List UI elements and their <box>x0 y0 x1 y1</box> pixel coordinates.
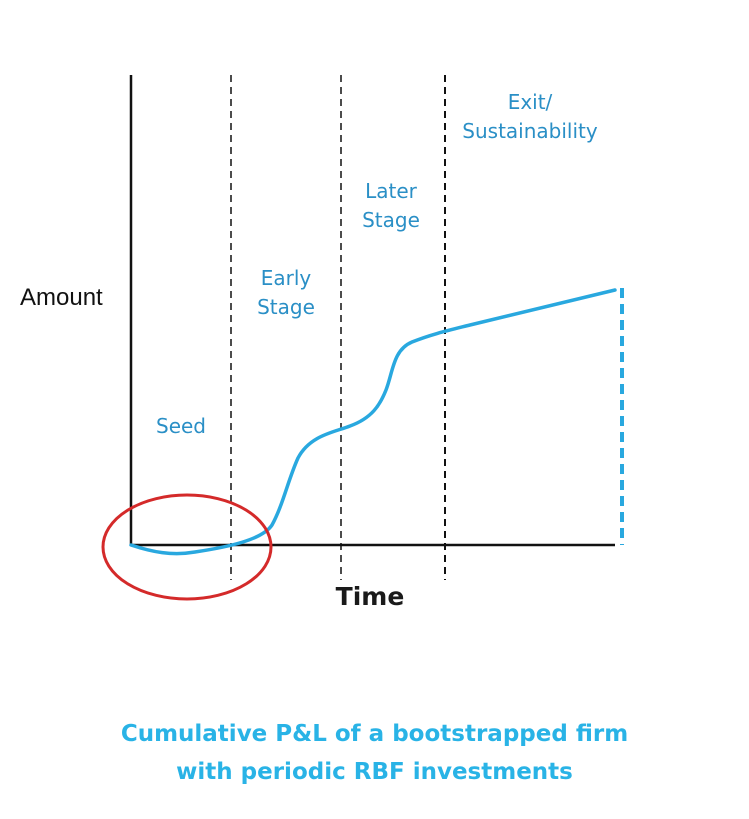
caption-line-1: Cumulative P&L of a bootstrapped firm <box>120 721 629 747</box>
stage-label-exit-line2: Sustainability <box>462 119 598 143</box>
stage-label-seed: Seed <box>156 414 206 438</box>
x-axis-label: Time <box>336 582 405 611</box>
stage-label-early-line1: Early <box>261 266 312 290</box>
pnl-curve <box>129 288 617 556</box>
stage-label-early-line2: Stage <box>257 295 315 319</box>
caption-line-2: with periodic RBF investments <box>176 759 573 785</box>
highlight-ellipse <box>101 493 273 601</box>
stage-label-later-line1: Later <box>365 179 418 203</box>
stage-label-exit-line1: Exit/ <box>508 90 553 114</box>
y-axis-label: Amount <box>20 284 103 311</box>
stage-label-later-line2: Stage <box>362 208 420 232</box>
